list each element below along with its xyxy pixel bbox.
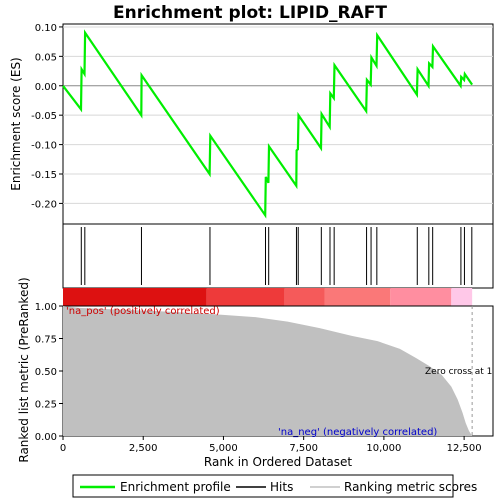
es-y-tick-label: 0.00 <box>35 82 57 93</box>
metric-y-tick-label: 0.25 <box>35 400 57 411</box>
x-tick-label: 7,500 <box>289 443 318 454</box>
hits-panel <box>62 223 494 289</box>
color-bar-segment <box>390 288 452 306</box>
metric-y-ticks: 0.00 0.25 0.50 0.75 1.00 <box>35 302 63 443</box>
rank-color-bar <box>63 288 473 306</box>
es-panel: 0.10 0.05 0.00 -0.05 -0.10 -0.15 -0.20 Enrichm… <box>9 23 494 225</box>
x-tick-label: 2,500 <box>129 443 158 454</box>
color-bar-segment <box>206 288 285 306</box>
es-y-tick-label: -0.05 <box>31 111 57 122</box>
enrichment-profile-line <box>62 29 474 219</box>
es-y-tick-label: 0.10 <box>35 23 57 34</box>
x-tick-label: 5,000 <box>209 443 238 454</box>
metric-y-tick-label: 0.75 <box>35 335 57 346</box>
positive-correlation-label: 'na_pos' (positively correlated) <box>66 306 220 317</box>
legend: Enrichment profile Hits Ranking metric s… <box>72 474 477 498</box>
metric-y-tick-label: 1.00 <box>35 302 57 313</box>
metric-x-ticks: 0 2,500 5,000 7,500 10,000 12,500 <box>60 436 482 454</box>
color-bar-segment <box>324 288 391 306</box>
x-tick-label: 12,500 <box>447 443 482 454</box>
x-axis-label: Rank in Ordered Dataset <box>204 455 352 469</box>
metric-y-tick-label: 0.00 <box>35 432 57 443</box>
legend-metric-label: Ranking metric scores <box>344 480 477 494</box>
x-tick-label: 0 <box>60 443 66 454</box>
es-y-tick-label: -0.15 <box>31 170 57 181</box>
zero-cross-label: Zero cross at 1 <box>425 367 492 377</box>
color-bar-segment <box>451 288 473 306</box>
metric-y-tick-label: 0.50 <box>35 367 57 378</box>
legend-hits-label: Hits <box>270 480 293 494</box>
negative-correlation-label: 'na_neg' (negatively correlated) <box>278 427 437 438</box>
ranking-metric-area <box>63 306 473 436</box>
metric-panel: Zero cross at 1 'na_pos' (positively cor… <box>17 277 494 469</box>
es-y-ticks: 0.10 0.05 0.00 -0.05 -0.10 -0.15 -0.20 <box>31 23 63 210</box>
color-bar-segment <box>63 288 207 306</box>
legend-enrichment-label: Enrichment profile <box>120 480 231 494</box>
es-grid <box>63 26 493 204</box>
hit-markers <box>80 227 473 285</box>
color-bar-segment <box>284 288 325 306</box>
es-y-tick-label: 0.05 <box>35 52 57 63</box>
es-y-tick-label: -0.10 <box>31 141 57 152</box>
x-tick-label: 10,000 <box>366 443 401 454</box>
es-y-tick-label: -0.20 <box>31 199 57 210</box>
metric-y-axis-label: Ranked list metric (PreRanked) <box>17 277 31 462</box>
chart-title: Enrichment plot: LIPID_RAFT <box>113 3 387 23</box>
es-y-axis-label: Enrichment score (ES) <box>9 57 23 190</box>
